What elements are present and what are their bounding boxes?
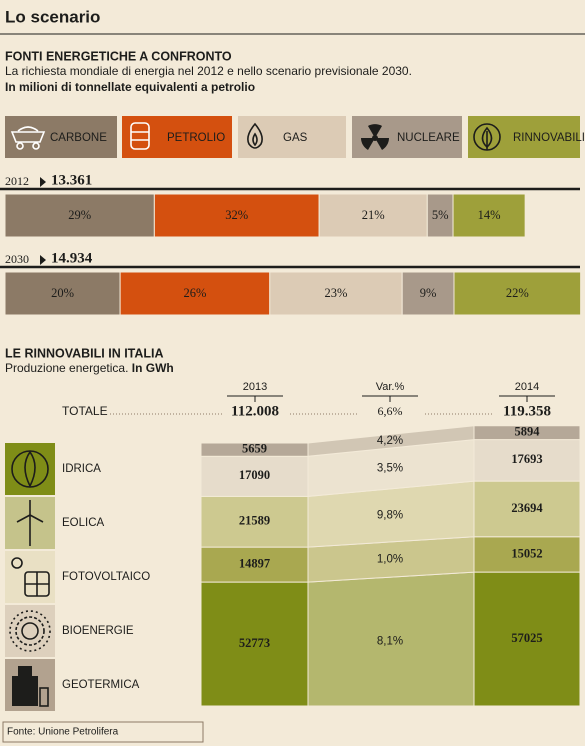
column-header: 2013 bbox=[243, 381, 267, 393]
segment-label: 52773 bbox=[239, 636, 270, 650]
category-label: BIOENERGIE bbox=[62, 625, 134, 637]
share-bar bbox=[318, 193, 428, 238]
year-label: 2030 bbox=[5, 252, 29, 266]
total-value: 6,6% bbox=[378, 404, 403, 418]
share-bar bbox=[401, 271, 455, 316]
total-bg bbox=[357, 404, 423, 422]
total-label: TOTALE bbox=[62, 404, 108, 418]
share-label: 22% bbox=[506, 286, 529, 300]
section-subtitle: La richiesta mondiale di energia nel 201… bbox=[5, 64, 412, 78]
stack-segment bbox=[473, 439, 581, 482]
segment-label: 5894 bbox=[515, 425, 541, 439]
category-label: IDRICA bbox=[62, 463, 101, 475]
share-bar bbox=[119, 271, 271, 316]
section-unit: In milioni di tonnellate equivalenti a p… bbox=[5, 80, 255, 94]
legend-label: RINNOVABILI bbox=[513, 132, 585, 144]
legend-label: GAS bbox=[283, 132, 308, 144]
share-label: 32% bbox=[225, 208, 248, 222]
icon-oil bbox=[130, 122, 150, 150]
icon-nuclear bbox=[361, 124, 389, 150]
share-label: 14% bbox=[478, 208, 501, 222]
legend-swatch bbox=[352, 116, 462, 158]
icon-wind bbox=[16, 500, 44, 546]
stack-segment bbox=[473, 571, 581, 707]
category-label: EOLICA bbox=[62, 517, 105, 529]
share-bar bbox=[453, 271, 582, 316]
category-label: FOTOVOLTAICO bbox=[62, 571, 150, 583]
share-label: 23% bbox=[325, 286, 348, 300]
share-label: 29% bbox=[68, 208, 91, 222]
column-header: Var.% bbox=[376, 381, 405, 393]
icon-coal bbox=[10, 126, 46, 150]
legend-icons bbox=[10, 122, 501, 151]
change-label: 9,8% bbox=[377, 509, 403, 521]
icon-hydro bbox=[11, 450, 49, 488]
share-bar bbox=[4, 193, 155, 238]
legend-swatch bbox=[5, 116, 117, 158]
renewable-icons bbox=[5, 443, 55, 711]
year-total: 13.361 bbox=[51, 172, 92, 188]
share-label: 9% bbox=[420, 286, 437, 300]
section-subtitle: Produzione energetica. In GWh bbox=[5, 361, 174, 375]
footer-source: Fonte: Unione Petrolifera bbox=[7, 727, 119, 738]
change-label: 4,2% bbox=[377, 435, 403, 447]
change-label: 8,1% bbox=[377, 636, 403, 648]
total-value: 119.358 bbox=[503, 403, 551, 419]
segment-label: 57025 bbox=[511, 631, 542, 645]
share-label: 26% bbox=[183, 286, 206, 300]
page-title: Lo scenario bbox=[5, 7, 100, 26]
icon-gas bbox=[247, 122, 263, 149]
share-bar bbox=[4, 271, 121, 316]
segment-label: 15052 bbox=[511, 546, 542, 560]
year-arrow bbox=[40, 255, 46, 265]
stack-segment bbox=[200, 442, 309, 457]
icon-bio bbox=[9, 610, 51, 652]
column-header: 2014 bbox=[515, 381, 539, 393]
share-bar bbox=[452, 193, 526, 238]
change-label: 1,0% bbox=[377, 554, 403, 566]
stack-segment bbox=[200, 581, 309, 707]
unit-text: In GWh bbox=[132, 361, 174, 375]
total-bg bbox=[494, 404, 560, 422]
legend-label: PETROLIO bbox=[167, 132, 225, 144]
legend-label: NUCLEARE bbox=[397, 132, 460, 144]
footer-box bbox=[2, 721, 204, 743]
icon-leaf bbox=[473, 123, 501, 151]
change-label: 3,5% bbox=[377, 462, 403, 474]
year-total: 14.934 bbox=[51, 250, 93, 266]
subtitle-text: Produzione energetica. bbox=[5, 361, 128, 375]
icon-solar bbox=[11, 557, 50, 597]
share-label: 5% bbox=[432, 208, 449, 222]
segment-label: 21589 bbox=[239, 514, 270, 528]
segment-label: 5659 bbox=[242, 442, 267, 456]
section-title: FONTI ENERGETICHE A CONFRONTO bbox=[5, 49, 232, 63]
total-bg bbox=[222, 404, 288, 422]
section-title: LE RINNOVABILI IN ITALIA bbox=[5, 346, 164, 360]
segment-label: 17693 bbox=[511, 452, 542, 466]
share-label: 20% bbox=[51, 286, 74, 300]
share-bar bbox=[269, 271, 403, 316]
share-bar bbox=[153, 193, 320, 238]
icon-bg bbox=[5, 605, 55, 657]
year-arrow bbox=[40, 177, 46, 187]
stack-segment bbox=[473, 425, 581, 441]
segment-label: 14897 bbox=[239, 556, 270, 570]
total-value: 112.008 bbox=[231, 403, 279, 419]
share-label: 21% bbox=[362, 208, 385, 222]
segment-label: 17090 bbox=[239, 468, 270, 482]
year-label: 2012 bbox=[5, 174, 29, 188]
icon-geo bbox=[12, 666, 49, 707]
category-label: GEOTERMICA bbox=[62, 679, 140, 691]
stack-segment bbox=[200, 495, 309, 548]
segment-label: 23694 bbox=[511, 501, 543, 515]
legend-label: CARBONE bbox=[50, 132, 107, 144]
